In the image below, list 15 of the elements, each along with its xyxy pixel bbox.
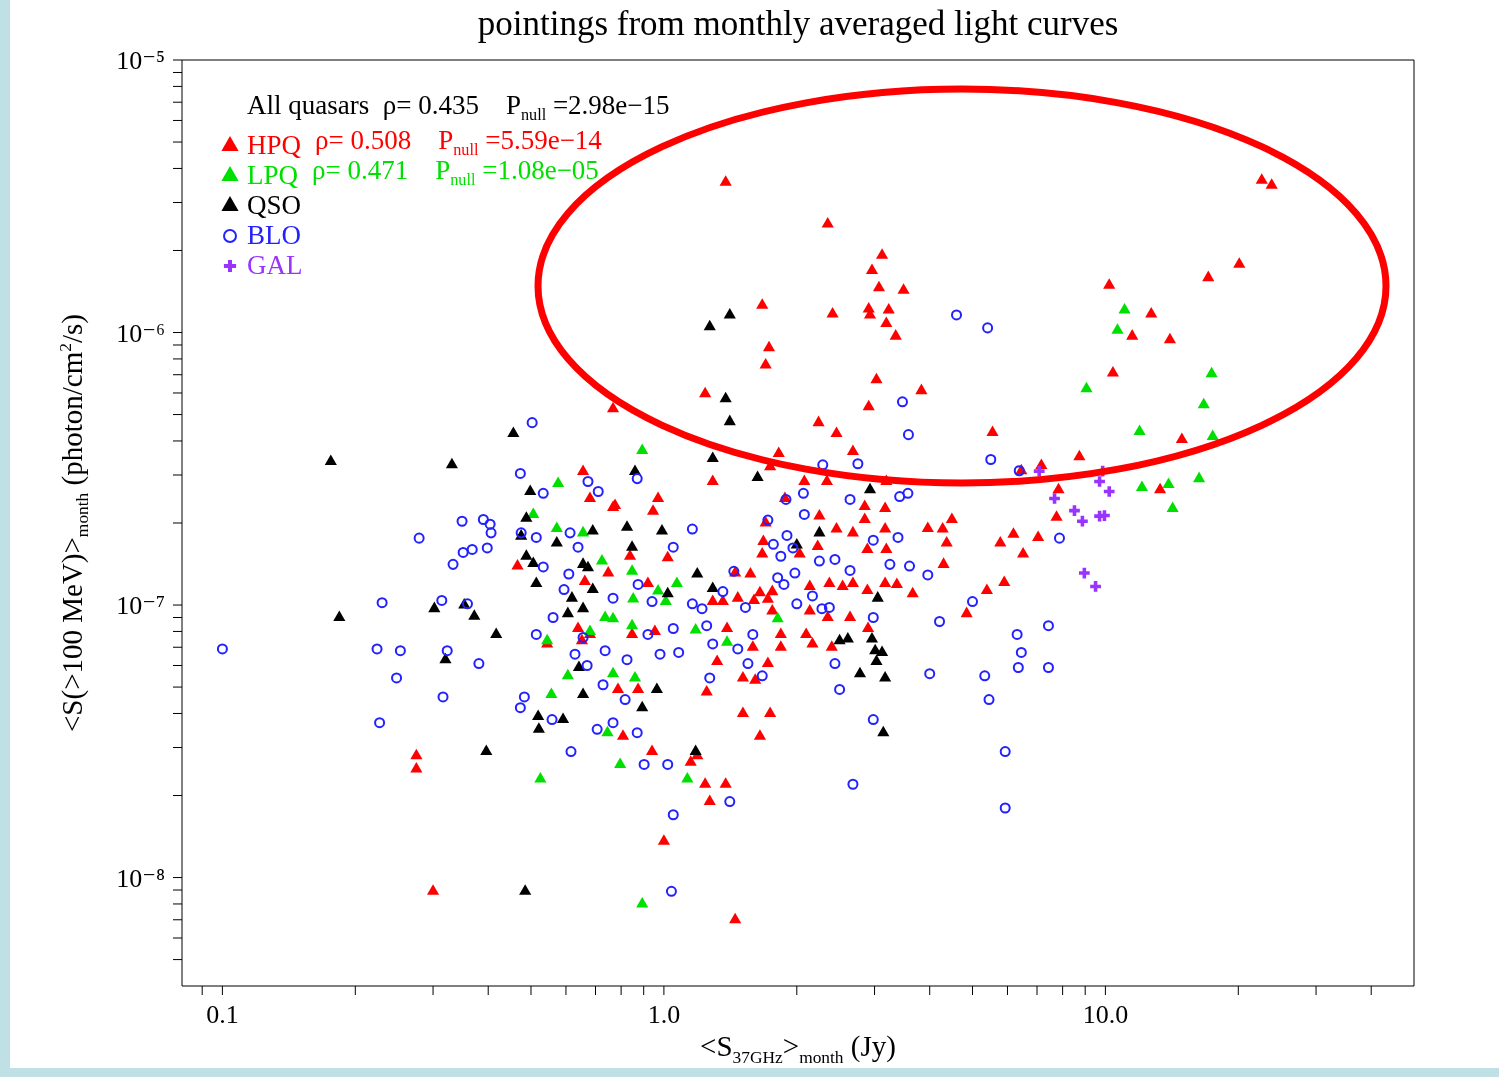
x-axis-title: <S$_{37GHz}$>$_{month}$ (Jy): [700, 1030, 896, 1067]
y-tick-label: 10⁻⁵: [116, 46, 165, 76]
y-tick-label: 10⁻⁷: [116, 591, 165, 621]
legend-label: QSO: [247, 190, 302, 221]
legend-label: LPQ: [247, 160, 299, 191]
legend-label: GAL: [247, 250, 303, 281]
legend-label: BLO: [247, 220, 301, 251]
chart-title: pointings from monthly averaged light curves: [477, 4, 1119, 43]
legend-label: HPQ: [247, 130, 302, 161]
annotation: All quasars ρ= 0.435 P$_{null}$ =2.98e−15: [247, 90, 670, 125]
y-tick-label: 10⁻⁶: [116, 318, 165, 348]
x-tick-label: 0.1: [206, 1000, 239, 1030]
x-tick-label: 10.0: [1082, 1000, 1129, 1030]
y-tick-label: 10⁻⁸: [116, 863, 165, 893]
x-tick-label: 1.0: [647, 1000, 681, 1030]
